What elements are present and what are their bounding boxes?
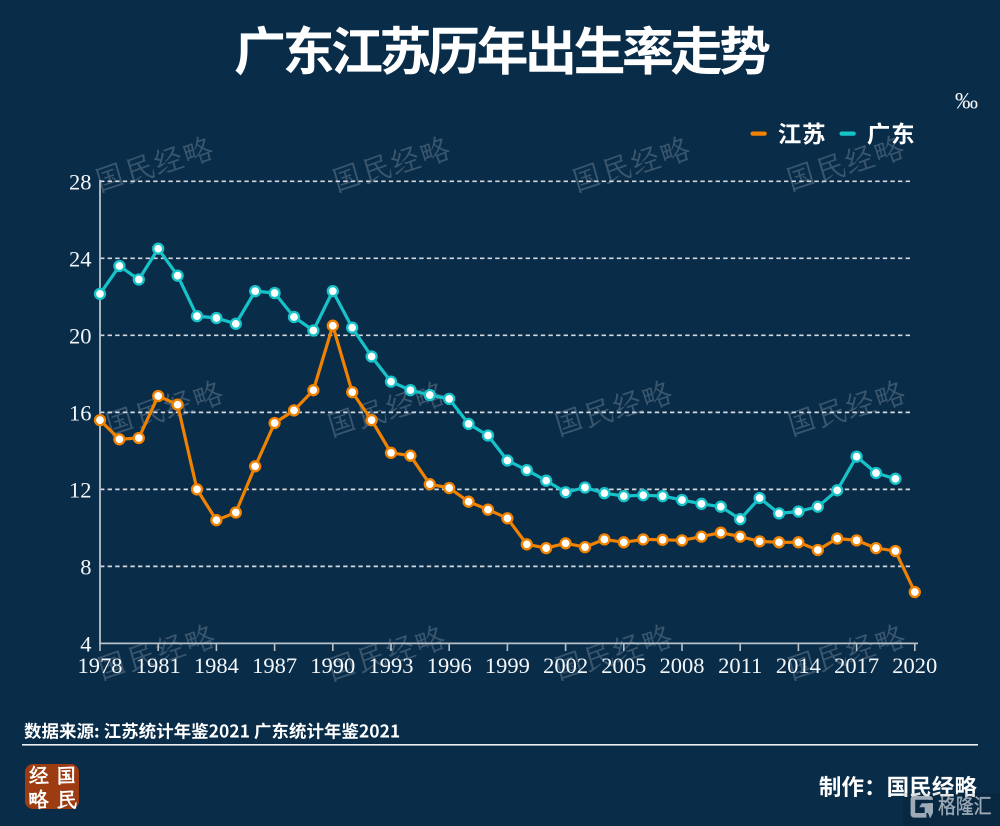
svg-text:2011: 2011: [718, 653, 762, 678]
svg-text:1978: 1978: [78, 653, 123, 678]
svg-text:1990: 1990: [310, 653, 355, 678]
svg-text:8: 8: [80, 555, 91, 580]
svg-text:12: 12: [69, 478, 92, 503]
svg-text:2014: 2014: [776, 653, 821, 678]
svg-text:2005: 2005: [601, 653, 646, 678]
svg-text:2008: 2008: [660, 653, 705, 678]
svg-text:24: 24: [69, 247, 92, 272]
svg-text:1987: 1987: [252, 653, 297, 678]
svg-text:20: 20: [69, 324, 92, 349]
svg-text:1981: 1981: [136, 653, 181, 678]
svg-text:2020: 2020: [892, 653, 937, 678]
svg-text:2017: 2017: [834, 653, 879, 678]
svg-text:28: 28: [69, 170, 92, 195]
svg-text:1984: 1984: [194, 653, 239, 678]
svg-text:1996: 1996: [427, 653, 472, 678]
svg-text:4: 4: [80, 632, 91, 657]
svg-text:1999: 1999: [485, 653, 530, 678]
svg-text:‰: ‰: [955, 89, 978, 114]
svg-text:2002: 2002: [543, 653, 588, 678]
svg-text:16: 16: [69, 401, 92, 426]
svg-text:1993: 1993: [369, 653, 414, 678]
